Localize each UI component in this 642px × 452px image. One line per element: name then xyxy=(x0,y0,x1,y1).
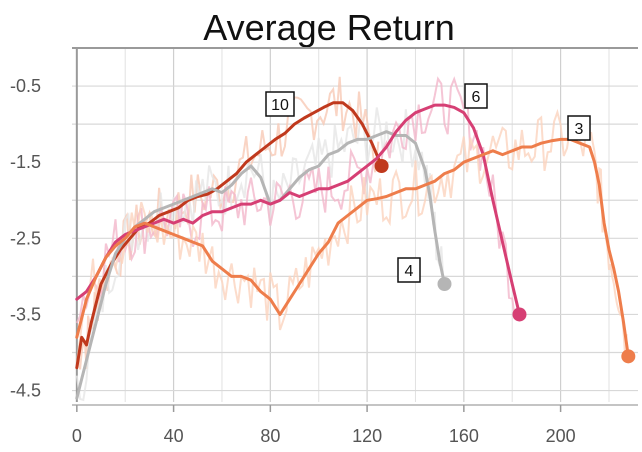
series-label-4: 4 xyxy=(405,263,414,280)
series-label-box: 3 xyxy=(567,115,591,141)
x-tick-label: 80 xyxy=(260,426,280,446)
series-10-end-marker xyxy=(374,159,389,173)
series-label-6: 6 xyxy=(472,89,481,106)
series-4-line xyxy=(75,130,446,400)
x-tick-label: 40 xyxy=(164,426,184,446)
chart-title: Average Return xyxy=(203,7,455,48)
series-3-raw-line xyxy=(75,108,628,363)
series-label-3: 3 xyxy=(575,121,584,138)
series-4-end-marker xyxy=(437,277,452,291)
series-label-frame xyxy=(567,115,591,141)
series-10-line xyxy=(75,101,384,370)
x-tick-label: 160 xyxy=(449,426,479,446)
y-tick-label: -4.5 xyxy=(10,381,41,401)
x-tick-label: 0 xyxy=(72,426,82,446)
y-tick-label: -0.5 xyxy=(10,76,41,96)
x-tick-label: 200 xyxy=(546,426,576,446)
plot-area: 0 40 80 120 160 200 -0.5 -1.5 -2.5 -3.5 -4.5 10 4 6 3 xyxy=(10,47,638,446)
series-10-raw-line xyxy=(75,76,380,370)
series-6-end-marker xyxy=(512,307,527,322)
series-label-frame xyxy=(265,91,295,117)
series-label-frame xyxy=(464,83,488,109)
series-label-box: 6 xyxy=(464,83,488,109)
series-3-end-marker xyxy=(621,349,636,364)
series-label-box: 10 xyxy=(265,91,295,117)
y-tick-label: -3.5 xyxy=(10,304,41,324)
y-tick-label: -2.5 xyxy=(10,228,41,248)
series-3-line xyxy=(75,137,630,358)
x-tick-label: 120 xyxy=(352,426,382,446)
series-label-frame xyxy=(397,257,421,283)
series-6-raw-line xyxy=(75,76,518,324)
y-tick-label: -1.5 xyxy=(10,152,41,172)
grid xyxy=(72,47,638,406)
series-label-box: 4 xyxy=(397,257,421,283)
series-label-10: 10 xyxy=(271,97,289,114)
